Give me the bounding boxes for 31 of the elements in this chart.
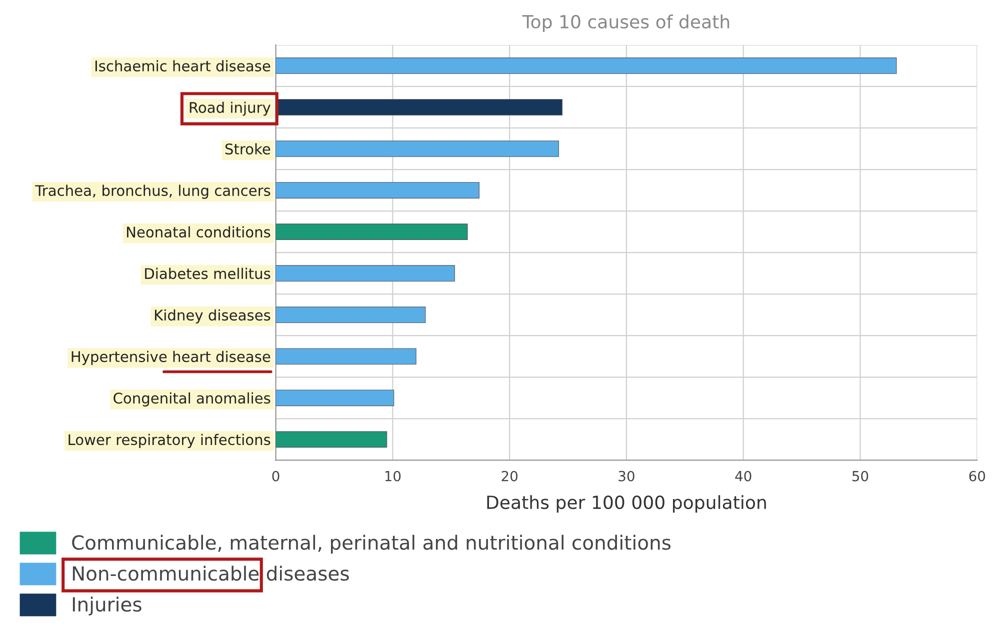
y-tick-label: Trachea, bronchus, lung cancers [35,184,270,199]
bar [276,182,480,198]
x-axis-title: Deaths per 100 000 population [487,495,766,513]
bar [276,348,416,365]
y-tick-label: Congenital anomalies [114,392,270,406]
y-tick-label: Neonatal conditions [126,226,270,238]
y-tick-label: Kidney diseases [155,309,270,324]
x-tick-label: 20 [502,470,518,482]
x-tick-label: 10 [385,470,401,482]
bar [276,265,455,282]
x-tick-label: 40 [735,470,752,482]
bar [276,58,897,74]
x-tick-label: 30 [618,470,634,482]
legend-label: Injuries [72,596,142,616]
y-tick-label: Diabetes mellitus [145,268,270,280]
bar [276,224,468,240]
legend-label: Communicable, maternal, perinatal and nutritional conditions [72,534,671,554]
x-tick-label: 0 [272,470,280,482]
y-tick-label: Hypertensive heart disease [72,350,270,365]
x-tick-label: 50 [852,470,868,482]
y-tick-label: Ischaemic heart disease [95,60,270,72]
y-tick-label: Stroke [225,143,270,155]
chart-title: Top 10 causes of death [522,14,730,32]
y-tick-label: Lower respiratory infections [68,434,270,448]
legend-label: Non-communicable diseases [72,566,349,581]
bar [276,306,426,324]
x-tick-label: 60 [969,470,986,482]
bar [276,431,388,448]
bar [276,140,559,157]
y-tick-label: Road injury [190,102,270,116]
bar [276,390,394,406]
